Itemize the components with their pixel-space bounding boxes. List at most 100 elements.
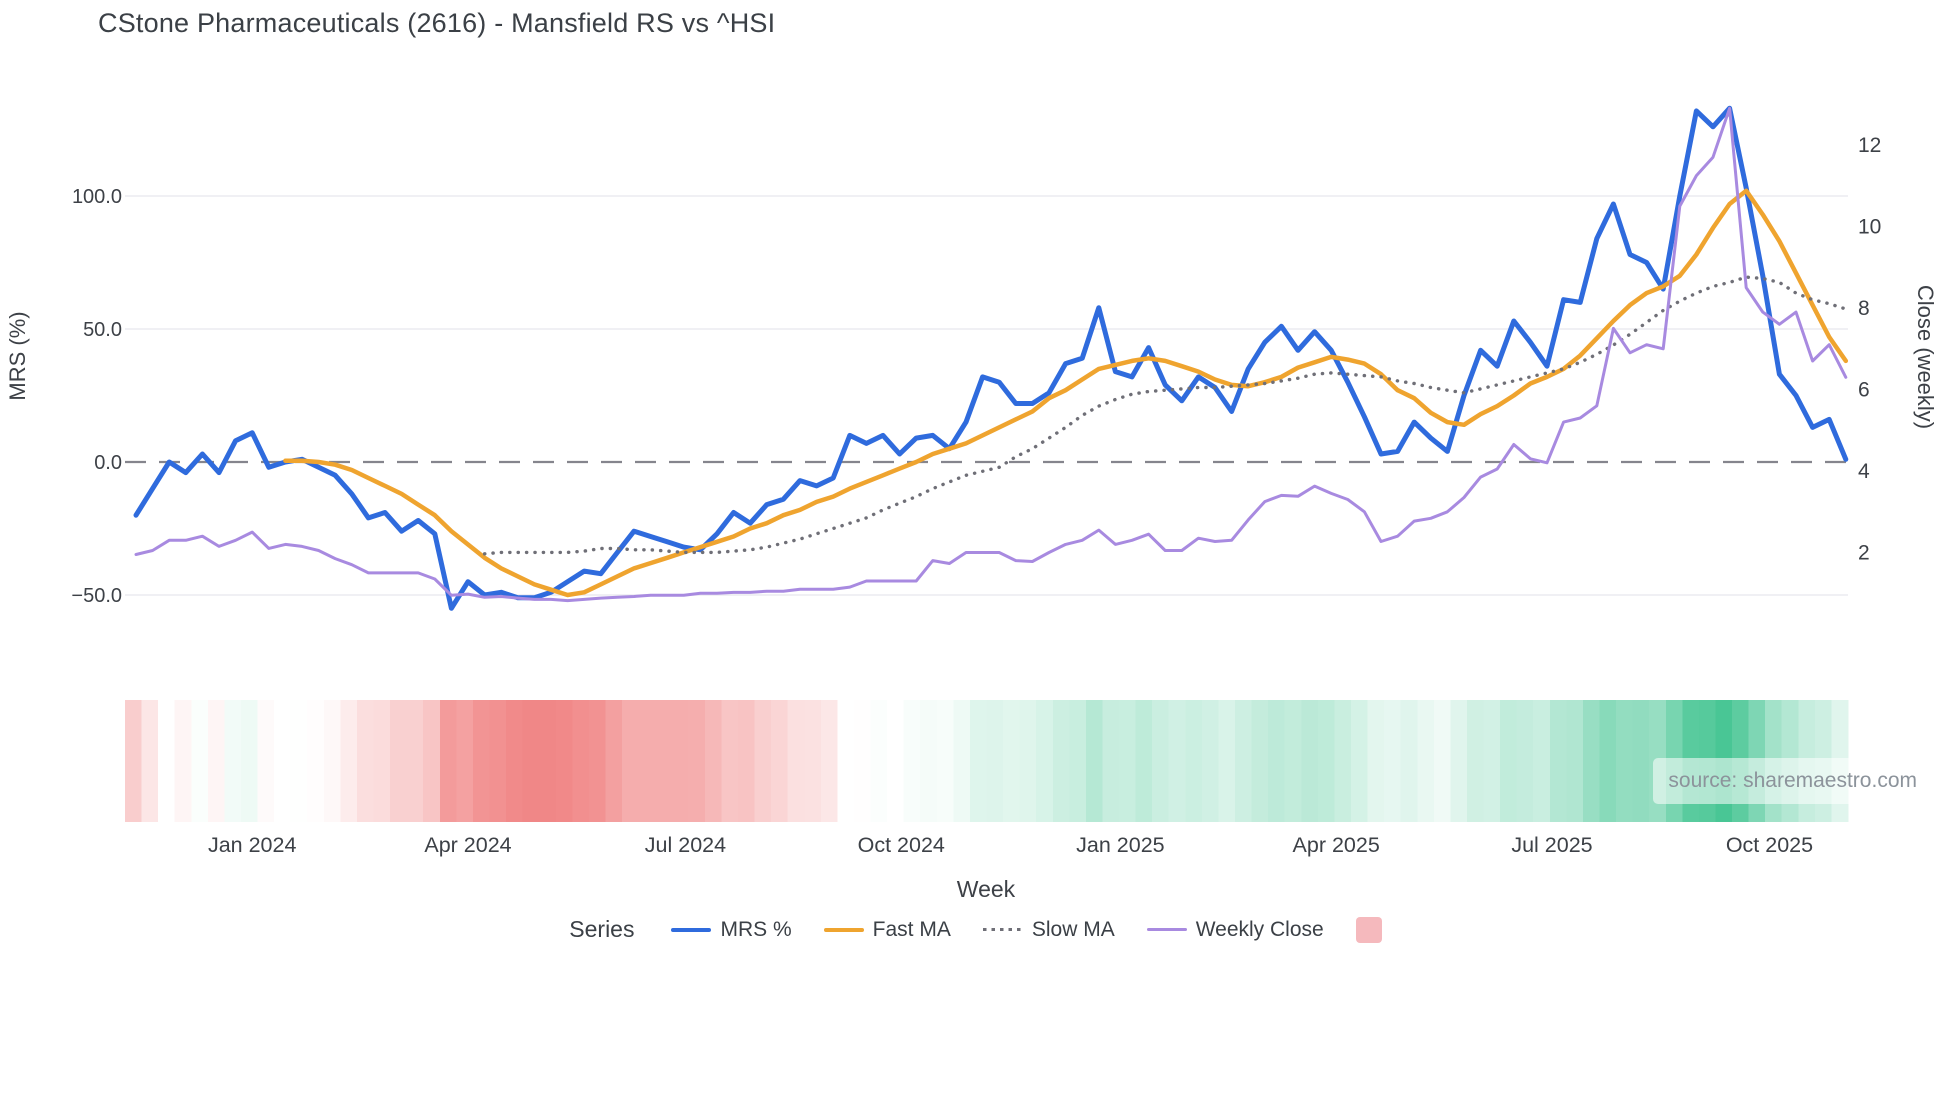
- y-left-tick-label: 50.0: [83, 319, 122, 341]
- heatmap-cell: [953, 700, 971, 822]
- y-left-tick-label: 0.0: [94, 452, 122, 474]
- heatmap-cell: [356, 700, 375, 822]
- heatmap-strip: [125, 700, 1849, 822]
- heatmap-cell: [390, 700, 408, 822]
- fast-ma-line: [283, 188, 1849, 598]
- heatmap-cell: [373, 700, 391, 822]
- heatmap-cell: [423, 700, 441, 822]
- heatmap-cell: [622, 700, 640, 822]
- heatmap-cell: [1201, 700, 1220, 822]
- heatmap-cell: [1052, 700, 1070, 822]
- heatmap-cell: [655, 700, 673, 822]
- heatmap-cell: [489, 700, 507, 822]
- heatmap-cell: [572, 700, 590, 822]
- x-tick-label: Oct 2024: [858, 833, 945, 857]
- y-axis-right-title: Close (weekly): [1913, 284, 1938, 430]
- heatmap-cell: [721, 700, 739, 822]
- legend-item-weekly-close: Weekly Close: [1146, 917, 1324, 942]
- heatmap-cell: [870, 700, 888, 822]
- x-tick-label: Jul 2025: [1511, 833, 1592, 857]
- heatmap-cell: [903, 700, 921, 822]
- y-left-tick-label: −50.0: [71, 585, 122, 607]
- x-tick-label: Jul 2024: [645, 833, 726, 857]
- heatmap-cell: [1036, 700, 1054, 822]
- heatmap-cell: [174, 700, 192, 822]
- heatmap-cell: [125, 700, 143, 822]
- heatmap-cell: [853, 700, 872, 822]
- y-right-tick-label: 4: [1858, 460, 1870, 483]
- heatmap-cell: [1599, 700, 1617, 822]
- heatmap-cell: [754, 700, 772, 822]
- heatmap-cell: [1019, 700, 1037, 822]
- heatmap-cell: [307, 700, 325, 822]
- heatmap-cell: [920, 700, 938, 822]
- heatmap-cell: [207, 700, 226, 822]
- weekly-close-line: [134, 106, 1848, 603]
- heatmap-cell: [704, 700, 723, 822]
- heatmap-cell: [638, 700, 656, 822]
- heatmap-cell: [1284, 700, 1302, 822]
- legend-item-label: MRS %: [720, 917, 792, 941]
- y-right-tick-label: 10: [1858, 216, 1881, 239]
- heatmap-cell: [1500, 700, 1518, 822]
- heatmap-cell: [1549, 700, 1567, 822]
- heatmap-cell: [837, 700, 855, 822]
- slow-ma-line: [482, 275, 1848, 556]
- mrs-line: [133, 105, 1849, 611]
- heatmap-cell: [936, 700, 954, 822]
- heatmap-cell: [1185, 700, 1203, 822]
- heatmap-cell: [522, 700, 540, 822]
- source-note: source: sharemaestro.com: [1653, 758, 1932, 804]
- heatmap-cell: [240, 700, 259, 822]
- heatmap-cell: [1235, 700, 1253, 822]
- x-tick-label: Jan 2025: [1076, 833, 1165, 857]
- heatmap-cell: [1417, 700, 1435, 822]
- legend-item-heatmap: [1355, 916, 1382, 943]
- heatmap-cell: [1433, 700, 1451, 822]
- heatmap-cell: [787, 700, 805, 822]
- heatmap-cell: [1632, 700, 1650, 822]
- heatmap-cell: [1152, 700, 1170, 822]
- legend-item-label: Weekly Close: [1195, 917, 1324, 941]
- gridlines: 100.0 50.0 0.0 −50.0: [71, 186, 1848, 607]
- y-right-ticks: 12 10 8 6 4 2: [1858, 134, 1881, 565]
- legend-line-icon: [671, 927, 712, 932]
- chart-title: CStone Pharmaceuticals (2616) - Mansfiel…: [98, 8, 776, 38]
- heatmap-cell: [1301, 700, 1319, 822]
- legend-item-mrs: MRS %: [671, 917, 792, 942]
- heatmap-cell: [340, 700, 358, 822]
- x-axis-title: Week: [956, 876, 1016, 902]
- heatmap-cell: [1119, 700, 1137, 822]
- heatmap-cell: [506, 700, 524, 822]
- heatmap-cell: [257, 700, 275, 822]
- heatmap-cell: [1616, 700, 1634, 822]
- x-tick-label: Jan 2024: [208, 833, 297, 857]
- heatmap-cell: [191, 700, 209, 822]
- y-right-tick-label: 6: [1858, 379, 1870, 402]
- legend-item-fast-ma: Fast MA: [823, 917, 951, 942]
- heatmap-cell: [141, 700, 159, 822]
- legend-line-icon: [823, 927, 864, 932]
- heatmap-cell: [406, 700, 424, 822]
- heatmap-cell: [1384, 700, 1402, 822]
- heatmap-cell: [539, 700, 557, 822]
- heatmap-cell: [1268, 700, 1286, 822]
- y-right-tick-label: 12: [1858, 134, 1881, 157]
- heatmap-cell: [737, 700, 756, 822]
- heatmap-cell: [1466, 700, 1485, 822]
- heatmap-cell: [290, 700, 308, 822]
- heatmap-cell: [887, 700, 905, 822]
- y-right-tick-label: 2: [1858, 542, 1870, 565]
- heatmap-cell: [688, 700, 706, 822]
- heatmap-cell: [1069, 700, 1087, 822]
- legend: Series MRS % Fast MA Slow MA Weekly Close: [0, 916, 1960, 943]
- heatmap-cell: [323, 700, 341, 822]
- heatmap-cell: [1102, 700, 1120, 822]
- x-tick-label: Apr 2025: [1293, 833, 1380, 857]
- heatmap-cell: [1251, 700, 1269, 822]
- legend-dotted-line-icon: [982, 927, 1023, 932]
- legend-item-label: Fast MA: [872, 917, 951, 941]
- heatmap-cell: [224, 700, 242, 822]
- heatmap-cell: [439, 700, 457, 822]
